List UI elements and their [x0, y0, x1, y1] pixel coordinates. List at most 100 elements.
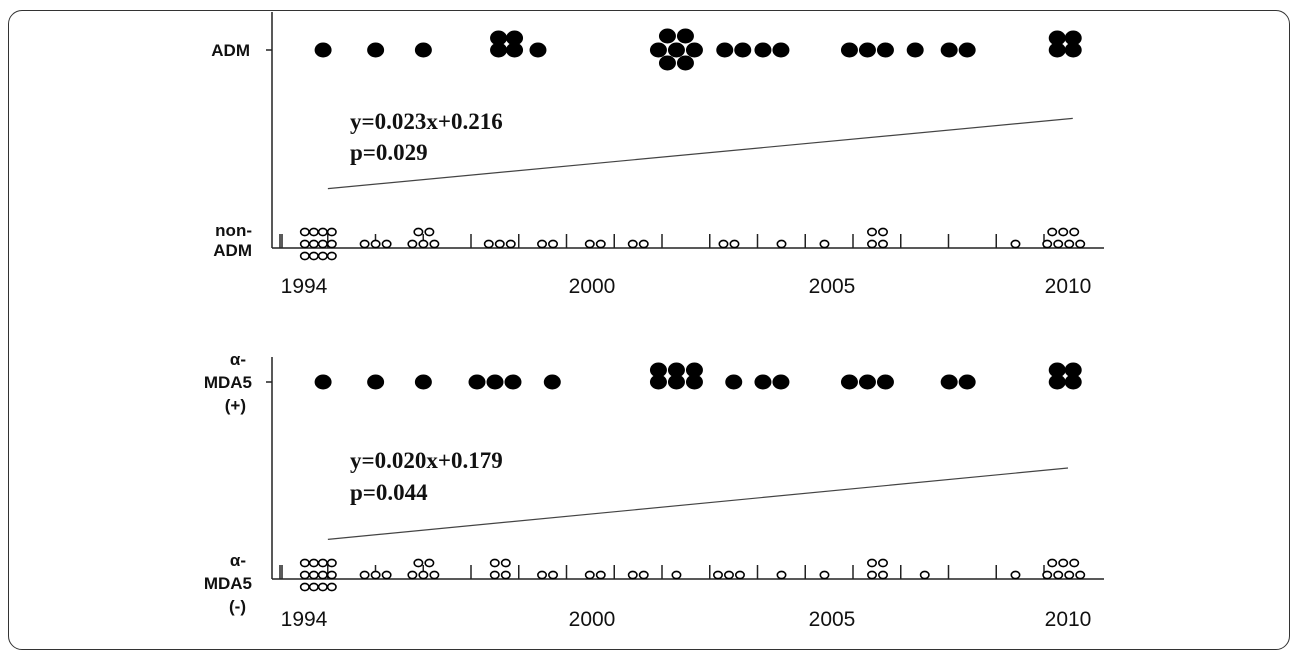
data-point-filled: [772, 374, 790, 390]
data-point-open: [326, 251, 337, 261]
data-point-filled: [958, 374, 976, 390]
data-point-open: [627, 570, 638, 580]
data-point-filled: [529, 42, 547, 58]
data-point-filled: [414, 42, 432, 58]
data-point-open: [381, 239, 392, 249]
data-point-open: [424, 558, 435, 568]
data-point-open: [326, 582, 337, 592]
data-point-filled: [734, 42, 752, 58]
data-point-open: [413, 558, 424, 568]
data-point-open: [308, 558, 319, 568]
data-point-open: [776, 570, 787, 580]
data-point-open: [489, 558, 500, 568]
data-point-open: [919, 570, 930, 580]
data-point-filled: [1048, 374, 1066, 390]
data-point-open: [584, 239, 595, 249]
x-tick-1994: 1994: [281, 608, 328, 628]
data-point-filled: [468, 374, 486, 390]
y-label-bottom-line2: MDA5: [204, 574, 252, 593]
data-point-filled: [504, 374, 522, 390]
data-point-open: [381, 570, 392, 580]
figure-canvas: ADM non- ADM y=0.023x+0.216 p=0.029 1994…: [204, 12, 1104, 628]
data-point-filled: [367, 42, 385, 58]
y-label-top-line1: α-: [230, 350, 246, 369]
data-point-open: [548, 570, 559, 580]
data-point-open: [866, 227, 877, 237]
data-point-open: [326, 227, 337, 237]
data-point-filled: [958, 42, 976, 58]
data-point-open: [500, 570, 511, 580]
data-point-filled: [1064, 42, 1082, 58]
data-point-open: [299, 570, 310, 580]
data-point-open: [359, 570, 370, 580]
data-point-open: [418, 239, 429, 249]
data-point-open: [1069, 227, 1080, 237]
data-point-open: [584, 570, 595, 580]
data-point-open: [877, 239, 888, 249]
data-point-open: [819, 570, 830, 580]
data-point-filled: [725, 374, 743, 390]
data-point-open: [299, 251, 310, 261]
data-point-open: [866, 558, 877, 568]
data-point-filled: [906, 42, 924, 58]
data-point-filled: [876, 42, 894, 58]
data-point-open: [299, 239, 310, 249]
data-point-open: [317, 227, 328, 237]
y-label-top: ADM: [211, 41, 250, 60]
data-point-open: [548, 239, 559, 249]
trend-line: [327, 467, 1069, 540]
y-label-bottom-line1: non-: [215, 221, 252, 240]
data-point-open: [308, 227, 319, 237]
data-point-open: [359, 239, 370, 249]
data-point-filled: [658, 55, 676, 71]
data-point-open: [1053, 570, 1064, 580]
data-point-open: [877, 570, 888, 580]
data-point-open: [718, 239, 729, 249]
data-point-filled: [676, 28, 694, 44]
data-point-filled: [676, 55, 694, 71]
data-point-filled: [858, 42, 876, 58]
data-point-filled: [1064, 30, 1082, 46]
data-point-open: [483, 239, 494, 249]
data-point-filled: [1064, 362, 1082, 378]
data-point-filled: [754, 374, 772, 390]
data-point-open: [505, 239, 516, 249]
data-point-open: [407, 570, 418, 580]
data-point-open: [299, 558, 310, 568]
data-point-open: [734, 570, 745, 580]
data-point-open: [317, 251, 328, 261]
panel-mda5-marks: [266, 357, 1104, 592]
data-point-filled: [506, 42, 524, 58]
data-point-open: [1042, 239, 1053, 249]
data-point-filled: [490, 42, 508, 58]
regression-equation: y=0.023x+0.216: [350, 109, 503, 134]
data-point-open: [299, 582, 310, 592]
x-tick-2000: 2000: [569, 608, 616, 628]
y-label-bottom-line2: ADM: [213, 241, 252, 260]
data-point-filled: [772, 42, 790, 58]
data-point-open: [326, 239, 337, 249]
data-point-filled: [649, 362, 667, 378]
data-point-open: [537, 239, 548, 249]
data-point-open: [866, 570, 877, 580]
data-point-open: [627, 239, 638, 249]
panel-mda5: α- MDA5 (+) α- MDA5 (-) y=0.020x+0.179 p…: [204, 350, 1104, 628]
data-point-open: [299, 227, 310, 237]
data-point-filled: [1048, 42, 1066, 58]
data-point-open: [429, 570, 440, 580]
data-point-filled: [414, 374, 432, 390]
data-point-open: [1010, 570, 1021, 580]
regression-pvalue: p=0.044: [350, 480, 428, 505]
data-point-open: [317, 239, 328, 249]
data-point-filled: [667, 362, 685, 378]
data-point-open: [1042, 570, 1053, 580]
data-point-open: [308, 239, 319, 249]
data-point-open: [1058, 558, 1069, 568]
data-point-filled: [667, 42, 685, 58]
data-point-open: [370, 570, 381, 580]
data-point-open: [1053, 239, 1064, 249]
data-point-filled: [685, 374, 703, 390]
data-point-open: [413, 227, 424, 237]
data-point-open: [595, 570, 606, 580]
y-label-bottom-line3: (-): [229, 597, 246, 616]
